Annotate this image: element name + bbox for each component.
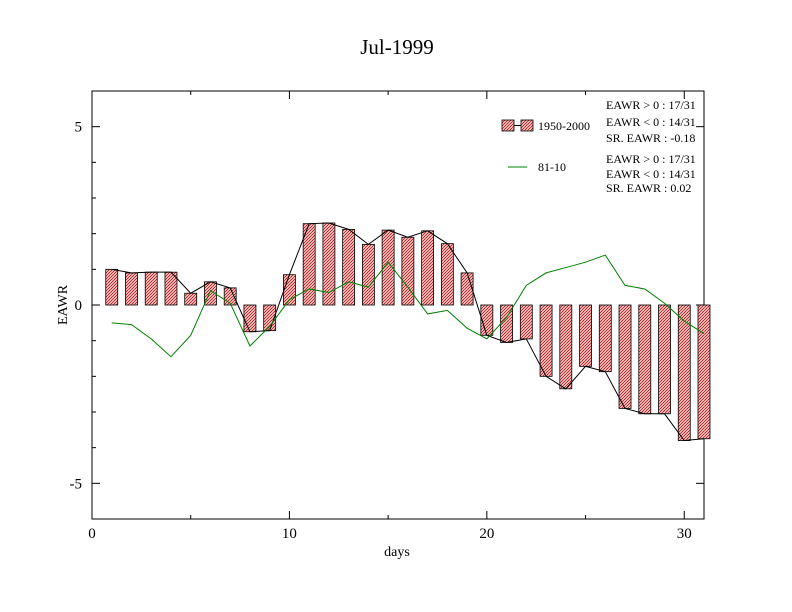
bar (440, 243, 454, 306)
bar (184, 292, 198, 306)
legend-swatch-bar-left (501, 119, 515, 132)
x-tick-label: 20 (479, 526, 494, 542)
bar (618, 304, 632, 409)
x-axis-label: days (384, 545, 410, 560)
bar (460, 272, 474, 306)
bar (658, 304, 671, 415)
bar (342, 228, 356, 306)
stats-annotation-1950-2000: EAWR > 0 : 17/31 EAWR < 0 : 14/31 SR. EA… (606, 98, 696, 145)
legend: 1950-2000 81-10 (501, 119, 590, 174)
line-series (111, 254, 705, 358)
stats-line: EAWR > 0 : 17/31 (606, 98, 696, 112)
bar (539, 304, 553, 377)
stats-line: EAWR > 0 : 17/31 (606, 152, 696, 166)
chart-title: Jul-1999 (360, 35, 434, 59)
x-tick-label: 0 (88, 526, 96, 542)
stats-line: EAWR < 0 : 14/31 (606, 115, 696, 129)
bar (480, 304, 494, 336)
bar (243, 304, 257, 333)
bar (519, 304, 533, 340)
bar (697, 304, 711, 440)
bar (677, 304, 691, 441)
legend-swatch-bar-right (520, 119, 534, 132)
bar (559, 304, 573, 390)
stats-annotation-81-10: EAWR > 0 : 17/31 EAWR < 0 : 14/31 SR. EA… (606, 152, 696, 195)
bar-top-connector-line (111, 222, 705, 442)
bar (638, 304, 652, 415)
stats-line: SR. EAWR : 0.02 (606, 181, 691, 195)
bar (361, 243, 375, 306)
bar (144, 271, 158, 306)
x-tick-label: 30 (677, 526, 692, 542)
line-81-10 (111, 254, 705, 358)
y-tick-label: 5 (75, 120, 83, 136)
y-tick-label: 0 (75, 298, 83, 314)
x-tick-label: 10 (282, 526, 297, 542)
bar (401, 236, 415, 306)
bar-series-1950-2000 (105, 222, 711, 442)
bar (579, 304, 592, 367)
bar (105, 268, 119, 306)
stats-line: EAWR < 0 : 14/31 (606, 167, 696, 181)
y-tick-label: -5 (70, 476, 83, 492)
legend-label-81-10: 81-10 (538, 160, 566, 174)
stats-line: SR. EAWR : -0.18 (606, 131, 695, 145)
y-axis-ticks: -5 0 5 (70, 120, 704, 492)
x-axis-ticks: 0 10 20 30 (88, 91, 692, 542)
bar (421, 230, 435, 306)
bar (598, 304, 612, 373)
bar (125, 272, 138, 306)
legend-label-1950-2000: 1950-2000 (538, 119, 590, 133)
y-axis-label: EAWR (56, 284, 71, 325)
